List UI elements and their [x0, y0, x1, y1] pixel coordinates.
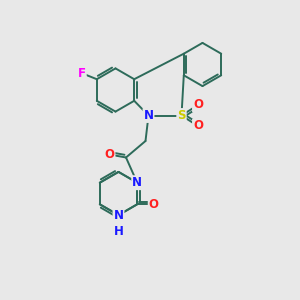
Text: F: F [78, 67, 86, 80]
Text: N: N [132, 176, 142, 189]
Text: S: S [177, 109, 186, 122]
Text: N: N [113, 208, 124, 222]
Text: O: O [104, 148, 115, 161]
Text: O: O [193, 119, 203, 133]
Text: N: N [143, 109, 154, 122]
Text: O: O [193, 98, 203, 112]
Text: H: H [114, 225, 123, 238]
Text: O: O [149, 198, 159, 211]
